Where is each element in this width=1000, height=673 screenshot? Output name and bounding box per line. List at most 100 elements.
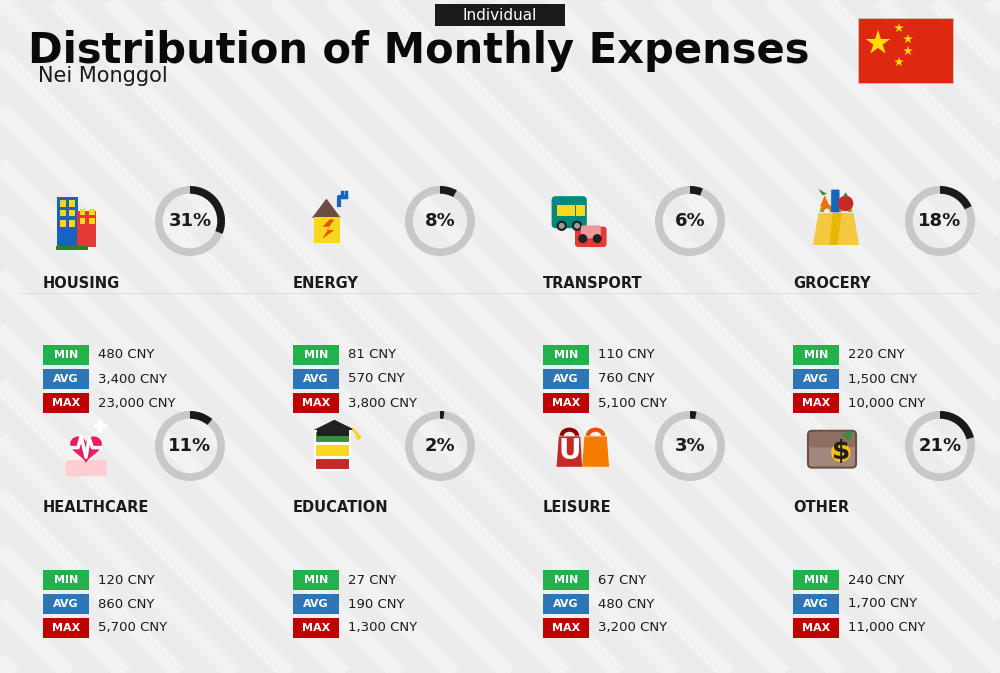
Text: 5,700 CNY: 5,700 CNY [98, 621, 167, 635]
Text: 67 CNY: 67 CNY [598, 573, 646, 586]
FancyBboxPatch shape [793, 393, 839, 413]
FancyBboxPatch shape [315, 458, 350, 470]
FancyBboxPatch shape [293, 393, 339, 413]
FancyBboxPatch shape [80, 219, 85, 224]
Polygon shape [582, 436, 609, 467]
Text: AVG: AVG [53, 374, 79, 384]
Text: 3,400 CNY: 3,400 CNY [98, 372, 167, 386]
Circle shape [573, 221, 582, 230]
Wedge shape [440, 411, 444, 419]
Text: MIN: MIN [804, 350, 828, 360]
FancyBboxPatch shape [543, 369, 589, 389]
FancyBboxPatch shape [60, 220, 66, 227]
Text: U: U [558, 437, 581, 465]
Text: 11,000 CNY: 11,000 CNY [848, 621, 926, 635]
Text: 570 CNY: 570 CNY [348, 372, 405, 386]
Text: 3%: 3% [675, 437, 705, 455]
Text: MIN: MIN [304, 350, 328, 360]
FancyBboxPatch shape [293, 618, 339, 638]
Text: Distribution of Monthly Expenses: Distribution of Monthly Expenses [28, 30, 810, 72]
Wedge shape [405, 186, 475, 256]
Text: 31%: 31% [168, 212, 212, 230]
FancyBboxPatch shape [69, 200, 75, 207]
Text: MAX: MAX [52, 623, 80, 633]
Text: 23,000 CNY: 23,000 CNY [98, 396, 176, 409]
Text: 3,800 CNY: 3,800 CNY [348, 396, 417, 409]
Polygon shape [903, 46, 913, 55]
Text: ENERGY: ENERGY [293, 275, 359, 291]
FancyBboxPatch shape [576, 205, 585, 216]
Wedge shape [405, 411, 475, 481]
Text: HEALTHCARE: HEALTHCARE [43, 501, 149, 516]
Text: AVG: AVG [553, 374, 579, 384]
Text: 120 CNY: 120 CNY [98, 573, 155, 586]
Text: EDUCATION: EDUCATION [293, 501, 389, 516]
Wedge shape [190, 411, 212, 425]
FancyBboxPatch shape [89, 209, 95, 215]
Text: 21%: 21% [918, 437, 962, 455]
FancyBboxPatch shape [43, 594, 89, 614]
Text: AVG: AVG [53, 599, 79, 609]
FancyBboxPatch shape [56, 246, 88, 250]
Text: 5,100 CNY: 5,100 CNY [598, 396, 667, 409]
Polygon shape [813, 213, 859, 245]
Text: HOUSING: HOUSING [43, 275, 120, 291]
Wedge shape [940, 186, 972, 209]
Text: 110 CNY: 110 CNY [598, 349, 655, 361]
Wedge shape [155, 411, 225, 481]
Text: $: $ [832, 439, 850, 466]
Text: TRANSPORT: TRANSPORT [543, 275, 643, 291]
Text: MAX: MAX [302, 623, 330, 633]
Text: MIN: MIN [804, 575, 828, 585]
Text: MAX: MAX [802, 623, 830, 633]
Text: MIN: MIN [554, 350, 578, 360]
FancyBboxPatch shape [543, 594, 589, 614]
Text: MAX: MAX [552, 398, 580, 408]
FancyBboxPatch shape [43, 618, 89, 638]
Circle shape [559, 223, 564, 228]
FancyBboxPatch shape [808, 431, 856, 468]
Text: MIN: MIN [554, 575, 578, 585]
FancyBboxPatch shape [793, 345, 839, 365]
Text: 760 CNY: 760 CNY [598, 372, 654, 386]
FancyBboxPatch shape [89, 219, 95, 224]
FancyBboxPatch shape [315, 431, 350, 443]
FancyBboxPatch shape [69, 210, 75, 216]
Circle shape [557, 221, 566, 230]
Text: AVG: AVG [303, 374, 329, 384]
FancyBboxPatch shape [60, 210, 66, 216]
FancyBboxPatch shape [77, 211, 96, 246]
Wedge shape [155, 186, 225, 256]
Circle shape [832, 444, 850, 462]
FancyBboxPatch shape [43, 393, 89, 413]
Polygon shape [314, 420, 355, 430]
Polygon shape [903, 34, 913, 43]
Text: LEISURE: LEISURE [543, 501, 612, 516]
Polygon shape [818, 189, 827, 195]
FancyBboxPatch shape [57, 197, 78, 246]
Text: MIN: MIN [54, 350, 78, 360]
FancyBboxPatch shape [94, 424, 107, 429]
Text: GROCERY: GROCERY [793, 275, 871, 291]
Text: MIN: MIN [304, 575, 328, 585]
Text: OTHER: OTHER [793, 501, 849, 516]
FancyBboxPatch shape [552, 197, 587, 228]
FancyBboxPatch shape [543, 618, 589, 638]
FancyBboxPatch shape [43, 369, 89, 389]
Polygon shape [894, 57, 904, 66]
FancyBboxPatch shape [435, 4, 565, 26]
FancyBboxPatch shape [60, 200, 66, 207]
Polygon shape [323, 219, 334, 239]
Polygon shape [557, 436, 582, 467]
FancyBboxPatch shape [557, 205, 566, 216]
Text: 3,200 CNY: 3,200 CNY [598, 621, 667, 635]
FancyBboxPatch shape [314, 217, 340, 244]
Text: MAX: MAX [552, 623, 580, 633]
FancyBboxPatch shape [293, 369, 339, 389]
Text: 860 CNY: 860 CNY [98, 598, 154, 610]
FancyBboxPatch shape [543, 345, 589, 365]
FancyBboxPatch shape [293, 594, 339, 614]
FancyBboxPatch shape [793, 618, 839, 638]
FancyBboxPatch shape [69, 220, 75, 227]
Text: 220 CNY: 220 CNY [848, 349, 905, 361]
